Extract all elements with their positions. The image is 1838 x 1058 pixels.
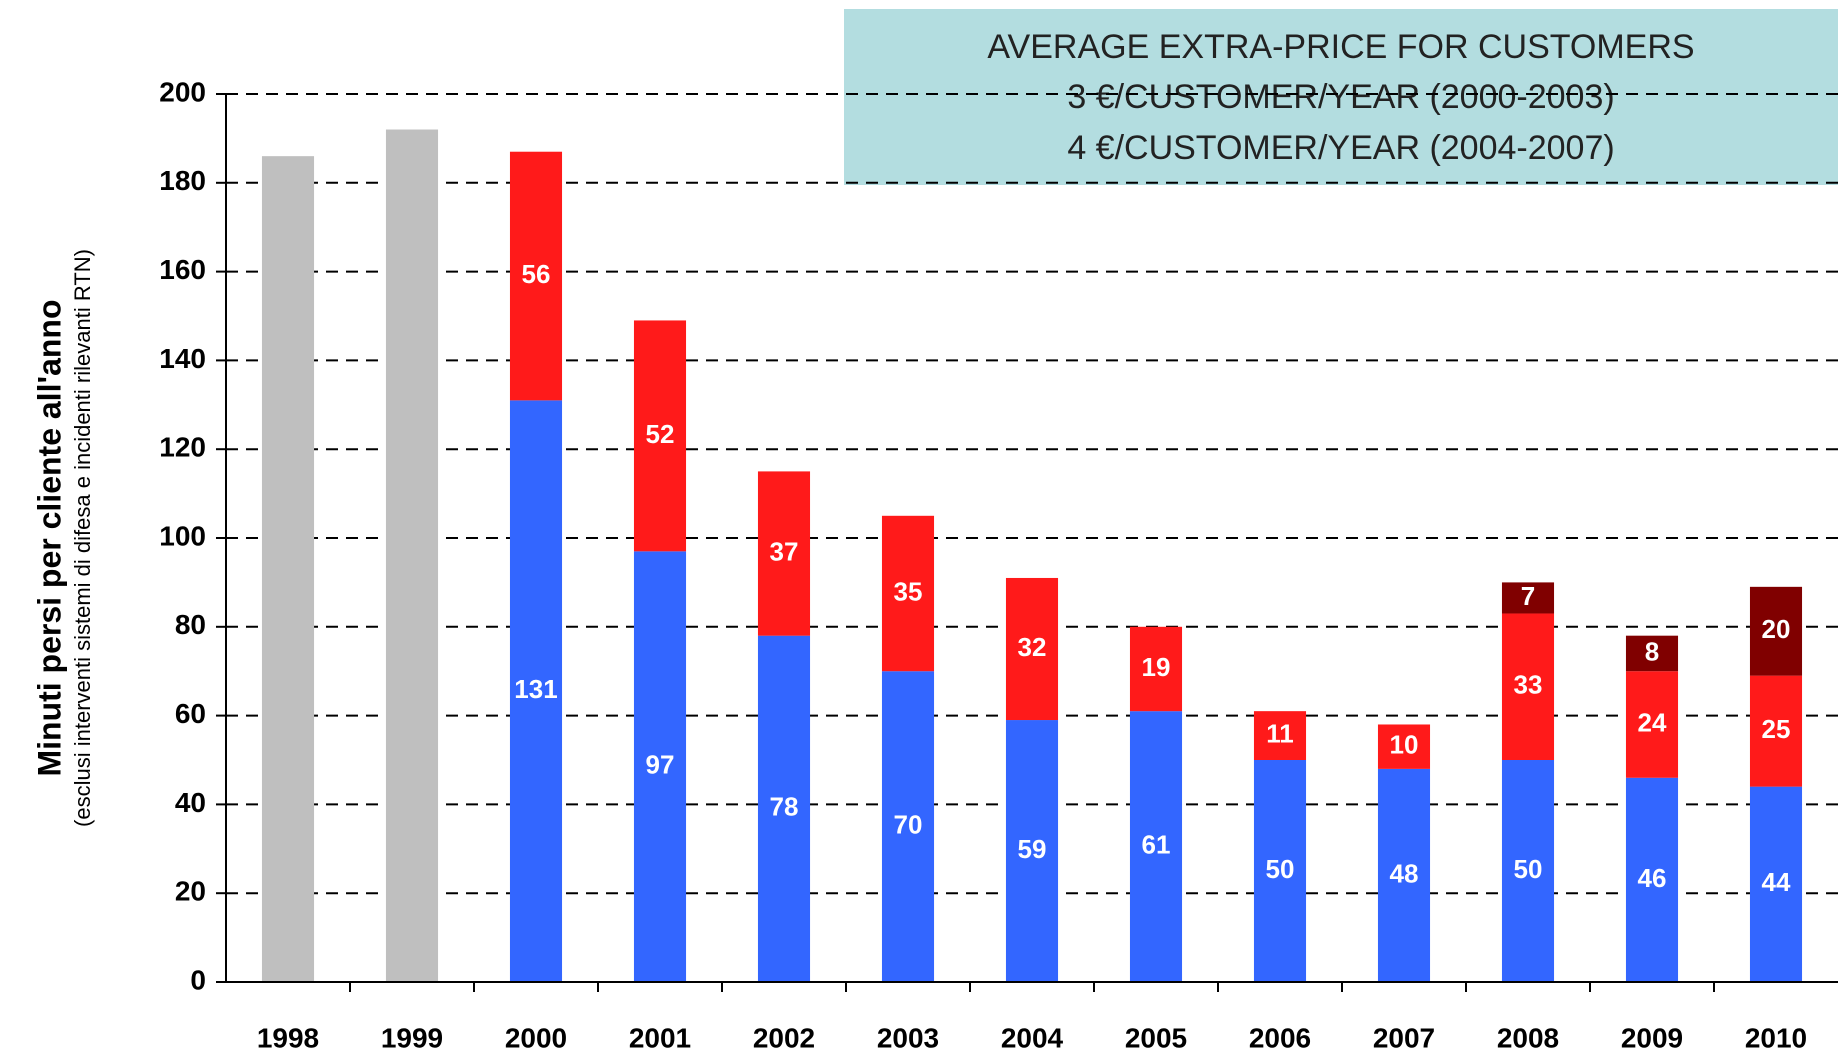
y-tick-label: 180 — [159, 165, 206, 196]
value-label: 25 — [1762, 714, 1791, 744]
bar-segment — [1501, 760, 1555, 982]
annotation: 4 €/CUSTOMER/YEAR (2004-2007) — [1067, 129, 1614, 167]
value-label: 11 — [1266, 718, 1294, 748]
bar-segment — [1253, 711, 1307, 760]
value-label: 97 — [646, 750, 675, 780]
y-tick-label: 0 — [190, 964, 206, 995]
x-tick-label: 2003 — [877, 1022, 939, 1053]
bar-segment — [261, 156, 315, 982]
value-label: 19 — [1142, 652, 1171, 682]
bar-segment — [1625, 635, 1679, 672]
bar-segment — [509, 400, 563, 982]
value-label: 59 — [1018, 834, 1047, 864]
bar-segment — [1377, 768, 1431, 982]
annotation: 3 €/CUSTOMER/YEAR (2000-2003) — [1067, 78, 1614, 116]
value-label: 46 — [1638, 863, 1667, 893]
annotation-box — [844, 9, 1838, 185]
annotation: AVERAGE EXTRA-PRICE FOR CUSTOMERS — [987, 28, 1694, 66]
bar-segment — [757, 635, 811, 982]
x-tick-label: 2004 — [1001, 1022, 1064, 1053]
value-label: 48 — [1390, 858, 1419, 888]
y-axis-subtitle: (esclusi interventi sistemi di difesa e … — [70, 249, 95, 827]
bar-segment — [633, 551, 687, 982]
x-tick-label: 1999 — [381, 1022, 443, 1053]
value-label: 10 — [1390, 730, 1419, 760]
bar-segment — [633, 320, 687, 552]
value-label: 20 — [1762, 614, 1791, 644]
bar-segment — [1129, 711, 1183, 982]
value-label: 78 — [770, 792, 799, 822]
value-label: 32 — [1018, 632, 1047, 662]
bar-segment — [1625, 777, 1679, 982]
x-tick-label: 2001 — [629, 1022, 691, 1053]
value-label: 61 — [1142, 829, 1171, 859]
bar-segment — [1377, 724, 1431, 769]
x-tick-label: 1998 — [257, 1022, 319, 1053]
bar-segment — [1749, 586, 1803, 676]
y-tick-label: 100 — [159, 520, 206, 551]
y-tick-label: 40 — [175, 787, 206, 818]
bar-segment — [1501, 613, 1555, 760]
bar-segment — [385, 129, 439, 982]
value-label: 35 — [894, 576, 923, 606]
x-tick-label: 2008 — [1497, 1022, 1559, 1053]
bar-segment — [509, 151, 563, 401]
x-tick-label: 2007 — [1373, 1022, 1435, 1053]
y-axis-title: Minuti persi per cliente all'anno — [31, 299, 67, 776]
value-label: 131 — [514, 674, 557, 704]
bar-segment — [881, 515, 935, 672]
x-tick-label: 2009 — [1621, 1022, 1683, 1053]
bar-segment — [1005, 720, 1059, 982]
bar-segment — [757, 471, 811, 636]
y-tick-label: 60 — [175, 698, 206, 729]
x-tick-label: 2005 — [1125, 1022, 1187, 1053]
bar-segment — [1005, 577, 1059, 721]
value-label: 70 — [894, 809, 923, 839]
y-tick-label: 20 — [175, 876, 206, 907]
bar-segment — [1625, 671, 1679, 778]
value-label: 24 — [1638, 707, 1667, 737]
bar-segment — [1253, 760, 1307, 982]
value-label: 52 — [646, 419, 675, 449]
value-label: 50 — [1266, 854, 1295, 884]
value-label: 56 — [522, 259, 551, 289]
value-label: 8 — [1645, 636, 1659, 666]
x-tick-label: 2010 — [1745, 1022, 1807, 1053]
x-tick-label: 2002 — [753, 1022, 815, 1053]
x-tick-label: 2000 — [505, 1022, 567, 1053]
y-tick-label: 80 — [175, 609, 206, 640]
bar-segment — [1749, 786, 1803, 982]
value-label: 33 — [1514, 670, 1543, 700]
value-label: 44 — [1762, 867, 1791, 897]
value-label: 37 — [770, 536, 799, 566]
y-tick-label: 200 — [159, 76, 206, 107]
value-label: 7 — [1521, 581, 1535, 611]
bar-segment — [1129, 626, 1183, 712]
bar-segment — [881, 671, 935, 982]
value-label: 50 — [1514, 854, 1543, 884]
y-tick-label: 160 — [159, 254, 206, 285]
bar-segment — [1749, 675, 1803, 787]
y-tick-label: 120 — [159, 432, 206, 463]
y-tick-label: 140 — [159, 343, 206, 374]
bar-segment — [1501, 582, 1555, 614]
x-tick-label: 2006 — [1249, 1022, 1311, 1053]
